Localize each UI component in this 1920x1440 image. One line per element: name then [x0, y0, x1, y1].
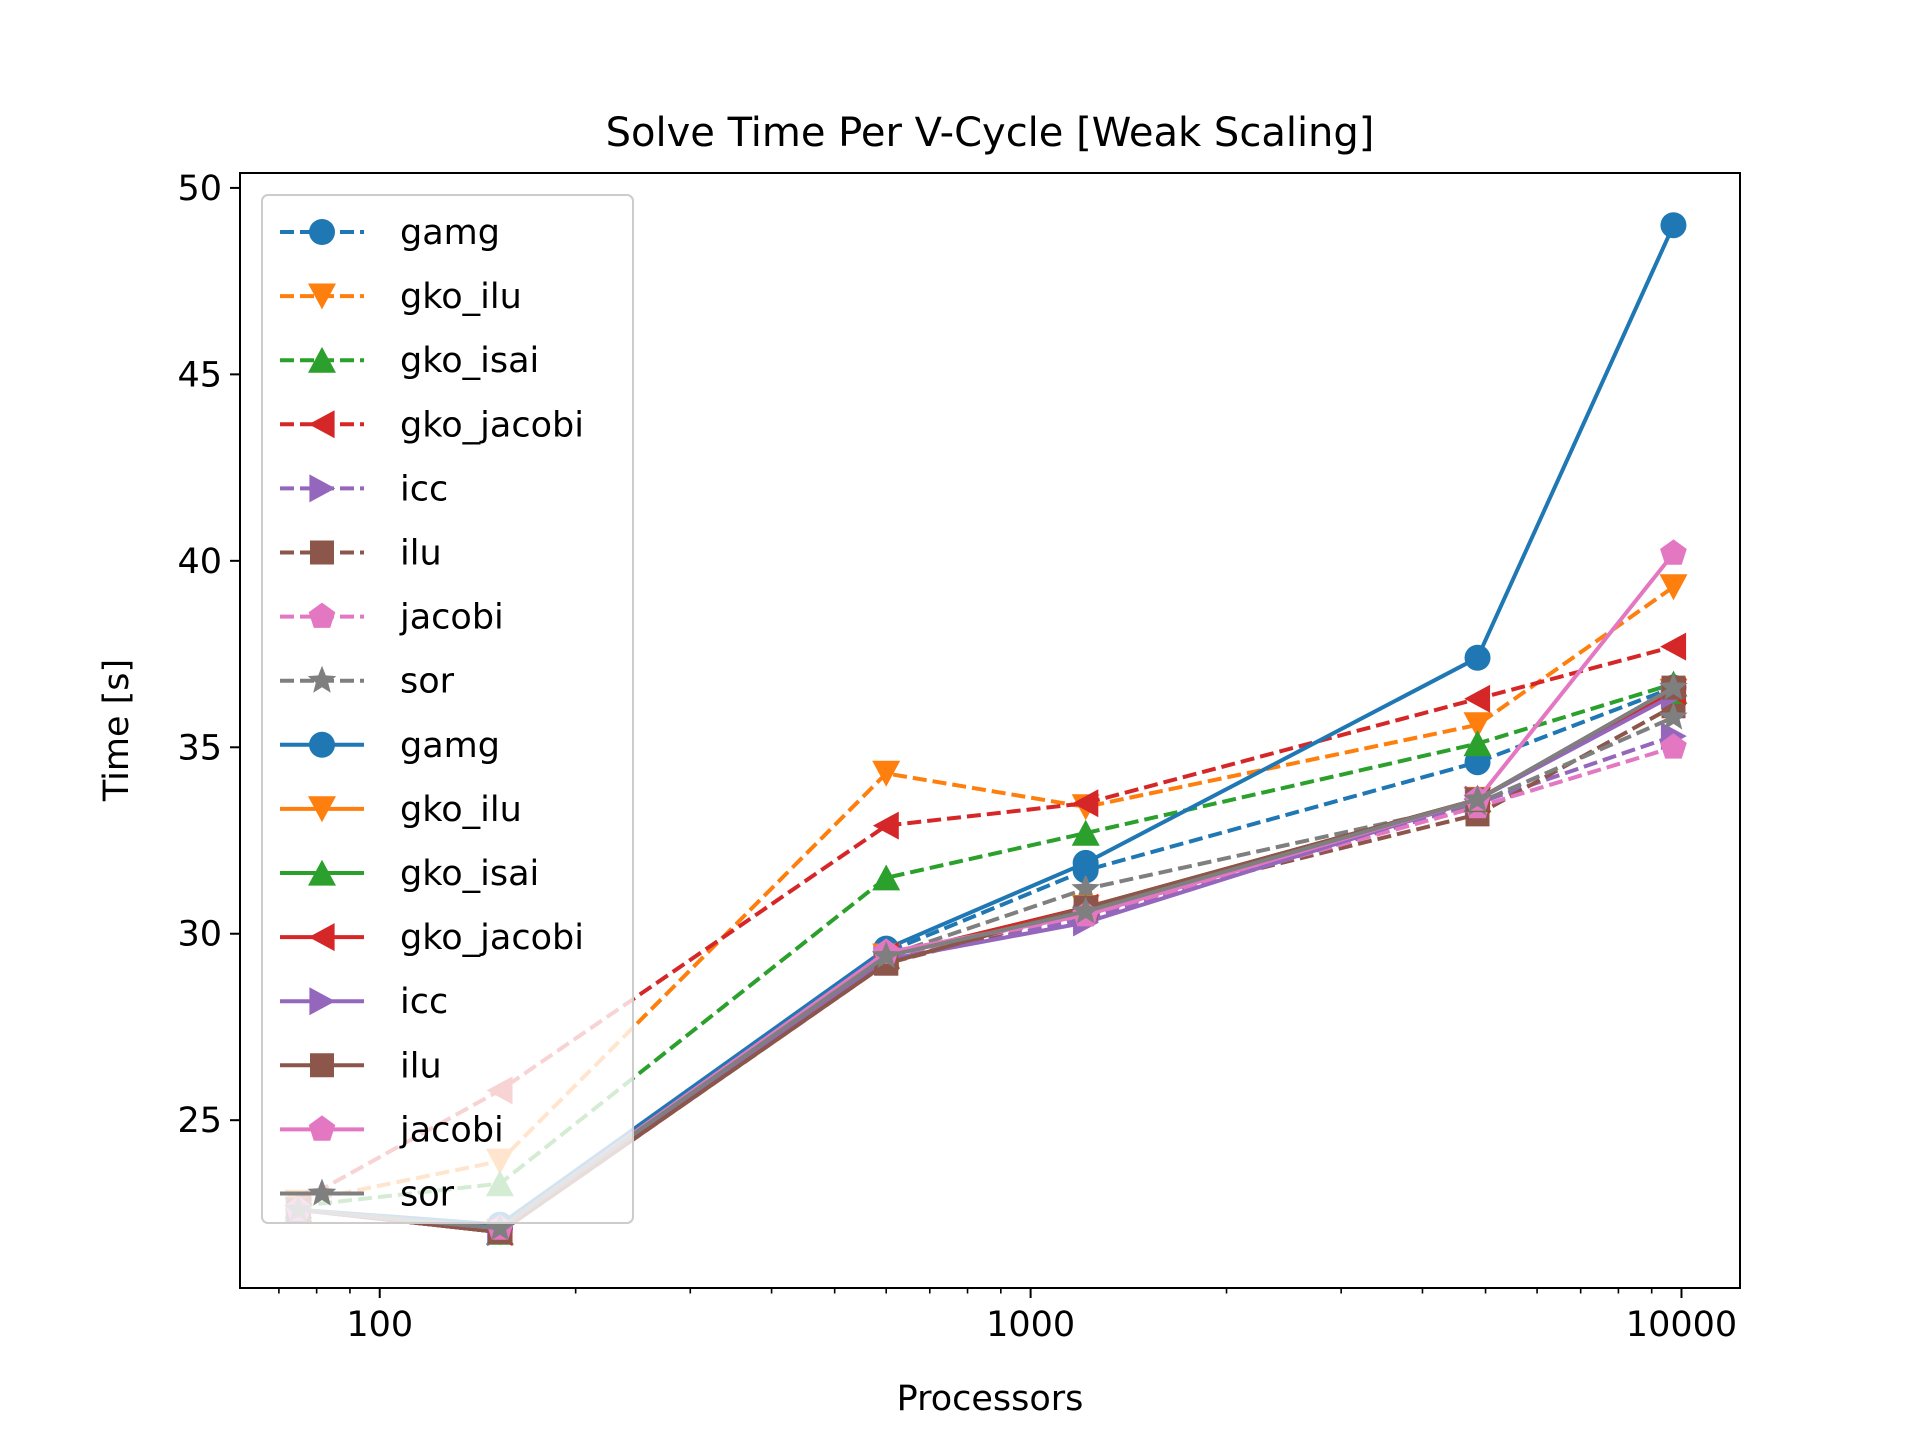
data-point — [1071, 896, 1100, 924]
data-point — [1071, 874, 1100, 902]
chart-title: Solve Time Per V-Cycle [Weak Scaling] — [606, 110, 1375, 156]
data-point — [1463, 730, 1492, 757]
legend-entry: sor — [280, 1175, 455, 1215]
legend-box — [261, 194, 634, 1224]
data-point — [1660, 539, 1687, 565]
legend-marker — [310, 540, 334, 565]
legend-entry: ilu — [280, 534, 442, 574]
data-point — [485, 1213, 515, 1241]
legend-marker — [308, 410, 335, 439]
legend-entry: icc — [280, 469, 448, 509]
y-tick-label: 45 — [177, 355, 222, 395]
data-point — [1463, 784, 1492, 812]
legend-entry: icc — [280, 982, 448, 1022]
legend-marker — [307, 1178, 337, 1206]
legend-entry: jacobi — [280, 598, 504, 638]
y-axis: 25 30 35 40 45 50 — [177, 169, 240, 1141]
y-tick-label: 30 — [177, 915, 222, 955]
legend-label: icc — [400, 469, 448, 509]
legend-marker — [309, 219, 335, 245]
data-point — [872, 864, 901, 891]
data-point — [1659, 702, 1688, 730]
data-point — [871, 941, 901, 969]
y-tick-label: 35 — [177, 728, 222, 768]
data-point — [1660, 212, 1687, 239]
y-tick-label: 40 — [177, 542, 222, 582]
legend-label: sor — [400, 662, 455, 702]
legend-entry: sor — [280, 662, 455, 702]
x-tick-label: 10000 — [1626, 1305, 1737, 1345]
y-axis-label: Time [s] — [97, 659, 137, 802]
data-point — [872, 760, 901, 787]
legend-label: icc — [400, 982, 448, 1022]
legend-label: gko_isai — [400, 854, 539, 894]
legend-label: gamg — [400, 726, 500, 766]
legend-marker — [308, 923, 335, 952]
legend-label: jacobi — [399, 598, 504, 638]
data-point — [1463, 712, 1492, 739]
legend-label: gko_jacobi — [400, 918, 584, 958]
x-tick-label: 1000 — [986, 1305, 1075, 1345]
legend-label: ilu — [400, 1046, 442, 1086]
legend-entry: gko_isai — [280, 341, 539, 381]
x-axis: 100 1000 10000 — [278, 1288, 1737, 1345]
legend-marker — [308, 602, 336, 628]
legend-entry: jacobi — [280, 1110, 504, 1150]
legend-entry: ilu — [280, 1046, 442, 1086]
legend-marker — [310, 1053, 334, 1078]
legend-marker — [309, 987, 336, 1016]
data-point — [1660, 632, 1687, 661]
legend-marker — [308, 1115, 336, 1141]
legend-marker — [307, 665, 337, 693]
legend-label: gamg — [400, 213, 500, 253]
legend-label: jacobi — [399, 1110, 504, 1150]
legend-marker — [308, 796, 336, 823]
legend-label: sor — [400, 1175, 455, 1215]
data-point — [1071, 819, 1100, 846]
y-tick-label: 25 — [177, 1101, 222, 1141]
legend-entry: gko_jacobi — [280, 918, 584, 958]
x-tick-label: 100 — [346, 1305, 413, 1345]
legend-label: gko_jacobi — [400, 405, 584, 445]
legend-entry: gko_ilu — [280, 790, 522, 830]
data-point — [1072, 789, 1099, 818]
x-axis-label: Processors — [897, 1379, 1084, 1419]
legend-entry: gamg — [280, 213, 500, 253]
data-point — [1659, 672, 1688, 700]
data-point — [1660, 733, 1687, 759]
plot-frame — [239, 172, 1741, 1289]
legend-entry: gko_ilu — [280, 277, 522, 317]
legend-label: gko_ilu — [400, 277, 522, 317]
legend-entry: gko_jacobi — [280, 405, 584, 445]
legend-entry: gko_isai — [280, 854, 539, 894]
legend-marker — [309, 731, 335, 758]
data-point — [1659, 574, 1688, 601]
legend-label: ilu — [400, 534, 442, 574]
legend-label: gko_isai — [400, 341, 539, 381]
legend-marker — [308, 859, 336, 886]
data-point — [872, 811, 899, 840]
legend-marker — [308, 346, 336, 373]
legend-entry: gamg — [280, 726, 500, 766]
legend: gamggko_ilugko_isaigko_jacobiiccilujacob… — [261, 194, 634, 1224]
data-point — [1464, 684, 1491, 713]
y-tick-label: 50 — [177, 169, 222, 209]
legend-label: gko_ilu — [400, 790, 522, 830]
legend-marker — [309, 474, 336, 503]
legend-marker — [308, 283, 336, 310]
data-point — [1464, 644, 1491, 671]
series-line — [296, 685, 1676, 1231]
data-point — [1072, 849, 1099, 876]
